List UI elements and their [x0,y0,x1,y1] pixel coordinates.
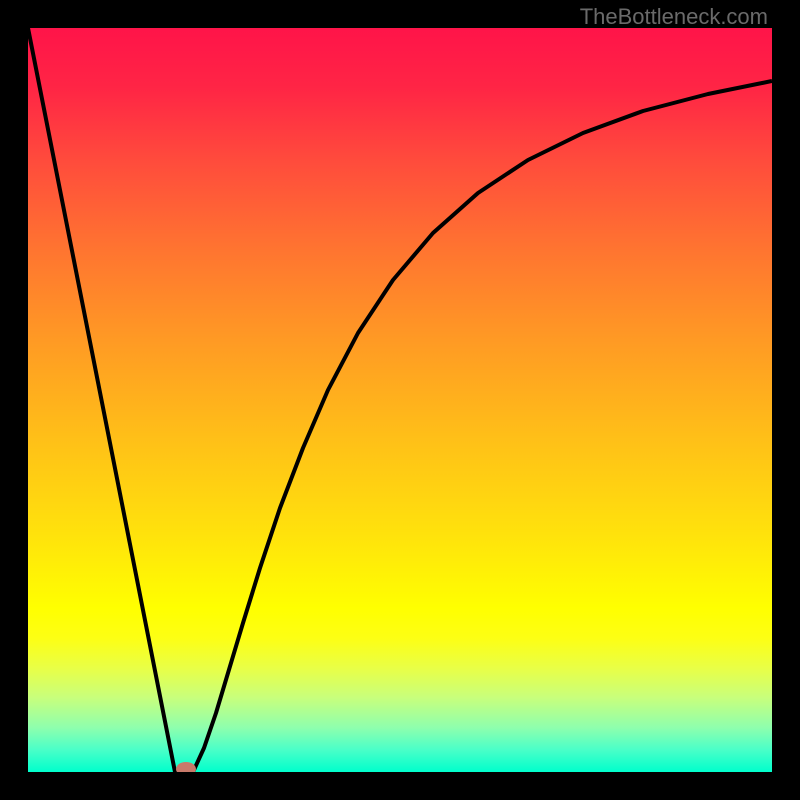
frame-border-bottom [0,772,800,800]
frame-border-right [772,0,800,800]
optimal-point-marker [176,762,196,772]
plot-area [28,28,772,772]
frame-border-left [0,0,28,800]
watermark-text: TheBottleneck.com [580,4,768,30]
chart-frame: TheBottleneck.com [0,0,800,800]
curve-layer [28,28,772,772]
bottleneck-curve [28,28,772,772]
